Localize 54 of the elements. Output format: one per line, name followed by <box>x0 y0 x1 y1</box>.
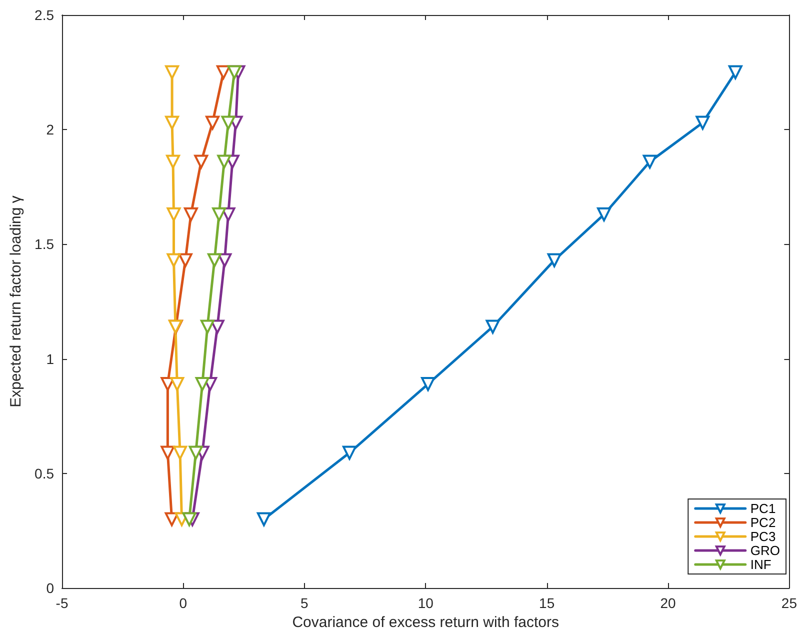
x-axis-title: Covariance of excess return with factors <box>292 614 559 631</box>
x-tick-label: 20 <box>660 595 676 611</box>
point <box>342 446 356 460</box>
point <box>165 65 180 80</box>
point <box>547 253 562 268</box>
y-tick-label: 1 <box>46 350 54 367</box>
point <box>217 154 232 169</box>
point <box>597 207 612 222</box>
y-tick-label: 1.5 <box>34 236 54 252</box>
legend-label: GRO <box>750 543 780 558</box>
x-tick-label: -5 <box>56 595 68 611</box>
point <box>212 207 226 222</box>
point <box>206 116 220 130</box>
legend-label: PC3 <box>750 529 776 544</box>
point <box>188 446 203 460</box>
point <box>696 116 710 130</box>
point <box>194 154 208 169</box>
legend-label: PC2 <box>750 515 776 530</box>
x-tick-label: 25 <box>781 595 798 611</box>
legend-label: PC1 <box>750 501 776 516</box>
point <box>166 154 180 169</box>
point <box>216 65 230 80</box>
point <box>170 377 184 392</box>
y-tick-label: 2.5 <box>34 7 54 23</box>
point <box>218 253 232 268</box>
point <box>200 320 214 334</box>
y-axis-title: Expected return factor loading γ <box>8 195 25 408</box>
x-tick-label: 0 <box>179 595 188 611</box>
point <box>178 253 192 268</box>
point <box>160 446 175 460</box>
point <box>642 154 657 169</box>
legend-label: INF <box>750 557 772 572</box>
point <box>728 65 742 80</box>
point <box>195 377 210 392</box>
point <box>173 446 188 460</box>
x-tick-label: 15 <box>539 595 555 611</box>
point <box>256 512 271 526</box>
x-tick-label: 5 <box>300 595 309 611</box>
y-tick-label: 0 <box>46 580 54 596</box>
y-tick-label: 0.5 <box>34 465 54 482</box>
point <box>182 512 196 526</box>
point <box>221 116 236 130</box>
point <box>207 253 222 268</box>
x-tick-label: 10 <box>418 595 434 611</box>
point <box>164 512 179 526</box>
point <box>184 207 198 222</box>
point <box>227 65 242 80</box>
point <box>210 320 224 334</box>
point <box>166 253 181 268</box>
point <box>165 116 180 130</box>
point <box>166 207 181 222</box>
point <box>486 320 500 334</box>
y-tick-label: 2 <box>46 122 54 138</box>
point <box>421 377 436 392</box>
